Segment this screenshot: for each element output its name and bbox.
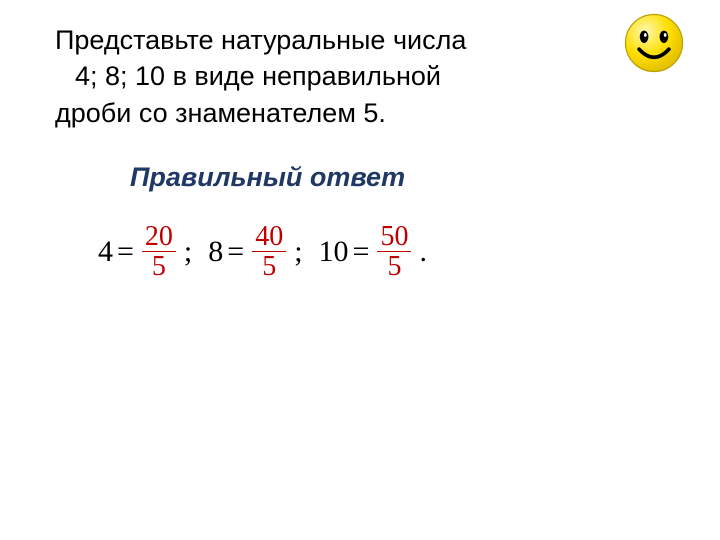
- question-line-2: 4; 8; 10 в виде неправильной: [55, 58, 595, 94]
- eq-3-denominator: 5: [384, 252, 404, 281]
- smiley-icon: [623, 12, 685, 74]
- eq-1-equals: =: [117, 235, 134, 269]
- eq-2-numerator: 40: [252, 222, 286, 252]
- eq-1-sep: ;: [184, 235, 192, 269]
- eq-2-fraction: 40 5: [252, 222, 286, 282]
- eq-2-sep: ;: [294, 235, 302, 269]
- question-line-3: дроби со знаменателем 5.: [55, 95, 595, 131]
- eq-3-lhs: 10: [319, 235, 349, 269]
- eq-1-fraction: 20 5: [142, 222, 176, 282]
- eq-3-sep: .: [419, 235, 427, 269]
- eq-1-lhs: 4: [98, 235, 113, 269]
- eq-1-denominator: 5: [149, 252, 169, 281]
- eq-3-equals: =: [353, 235, 370, 269]
- eq-2-denominator: 5: [259, 252, 279, 281]
- eq-3-fraction: 50 5: [377, 222, 411, 282]
- eq-3-numerator: 50: [377, 222, 411, 252]
- equations-row: 4 = 20 5 ; 8 = 40 5 ; 10 = 50 5 .: [98, 222, 439, 282]
- answer-heading: Правильный ответ: [130, 162, 405, 193]
- question-block: Представьте натуральные числа 4; 8; 10 в…: [55, 22, 595, 131]
- question-line-1: Представьте натуральные числа: [55, 22, 595, 58]
- eq-1-numerator: 20: [142, 222, 176, 252]
- eq-2-lhs: 8: [208, 235, 223, 269]
- eq-2-equals: =: [227, 235, 244, 269]
